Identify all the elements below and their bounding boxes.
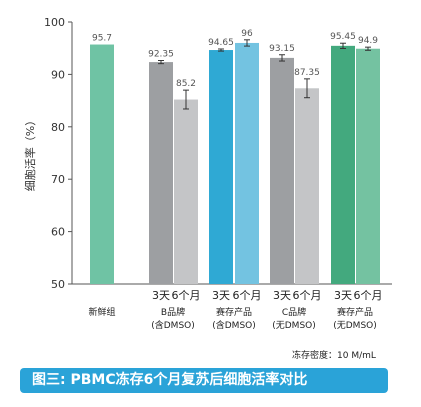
y-tick-label: 90 xyxy=(51,68,65,81)
x-sub-label: 6个月 xyxy=(293,289,322,302)
bar xyxy=(149,62,173,284)
bar xyxy=(174,99,198,284)
x-sub-label: 6个月 xyxy=(354,289,383,302)
bar xyxy=(331,45,355,285)
x-group-label: 赛存产品 xyxy=(337,306,373,318)
y-tick-label: 80 xyxy=(51,121,65,134)
freeze-density-note: 冻存密度：10 M/mL xyxy=(292,351,376,361)
data-label: 94.65 xyxy=(208,38,234,48)
bar-chart: 50 60 70 80 90 100 细胞活率（%） 95.7 92.35 85.2 94.65 96… xyxy=(23,16,392,331)
x-group-label: (无DMSO) xyxy=(272,320,316,331)
data-label: 96 xyxy=(241,29,253,39)
bar xyxy=(356,48,380,284)
data-label: 94.9 xyxy=(358,36,378,46)
x-sub-label: 3天 xyxy=(334,289,352,302)
x-sub-label: 3天 xyxy=(212,289,230,302)
x-group-label: B品牌 xyxy=(161,306,185,318)
bar xyxy=(295,88,319,284)
bar xyxy=(90,44,114,285)
bar xyxy=(270,57,294,285)
figure-caption: 图三: PBMC冻存6个月复苏后细胞活率对比 xyxy=(20,368,388,393)
bar xyxy=(209,50,233,285)
data-label: 95.7 xyxy=(92,34,112,44)
data-label: 92.35 xyxy=(148,50,174,60)
data-label: 95.45 xyxy=(330,32,356,42)
x-group-label: (含DMSO) xyxy=(212,319,256,331)
x-sub-label: 6个月 xyxy=(233,289,262,302)
y-axis-label: 细胞活率（%） xyxy=(23,115,37,191)
x-group-label: (无DMSO) xyxy=(333,320,377,331)
y-tick-label: 70 xyxy=(51,173,65,186)
x-sub-label: 3天 xyxy=(273,289,291,302)
data-label: 87.35 xyxy=(294,68,320,78)
data-label: 93.15 xyxy=(269,44,295,54)
x-group-label: (含DMSO) xyxy=(151,319,195,331)
bar xyxy=(235,42,259,285)
y-tick-label: 100 xyxy=(44,16,65,29)
y-tick-label: 60 xyxy=(51,226,65,239)
data-label: 85.2 xyxy=(176,79,196,89)
x-group-label: C品牌 xyxy=(282,306,306,318)
x-sub-label: 6个月 xyxy=(172,289,201,302)
y-tick-label: 50 xyxy=(51,278,65,291)
x-group-label: 赛存产品 xyxy=(216,306,252,318)
x-group-label: 新鲜组 xyxy=(88,306,115,318)
x-sub-label: 3天 xyxy=(152,289,170,302)
